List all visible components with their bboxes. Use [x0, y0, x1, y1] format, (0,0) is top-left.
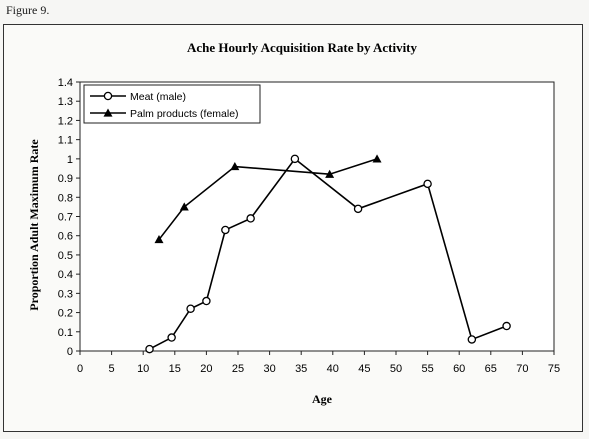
chart-title: Ache Hourly Acquisition Rate by Activity [187, 40, 418, 55]
series-meat-point [202, 296, 211, 306]
series-meat-point [502, 321, 511, 331]
x-tick-label: 45 [358, 363, 370, 375]
series-palm-point [372, 154, 382, 163]
legend-marker-palm [103, 108, 113, 117]
series-meat-point [186, 304, 195, 313]
series-palm [154, 154, 382, 244]
x-tick-label: 25 [232, 363, 244, 375]
y-tick-label: 0.7 [58, 212, 73, 224]
series-palm-point [230, 162, 240, 171]
x-tick-label: 50 [390, 363, 402, 375]
y-tick-label: 0.5 [58, 250, 73, 262]
y-tick-label: 1.1 [58, 135, 73, 147]
plot-border [79, 81, 555, 352]
series-meat-point [167, 333, 176, 342]
y-tick-label: 0.3 [58, 288, 73, 300]
legend-box [83, 84, 261, 124]
y-tick-label: 1.4 [58, 77, 73, 89]
x-tick-label: 60 [453, 363, 465, 375]
legend-label-palm: Palm products (female) [130, 108, 239, 120]
y-tick-label: 0.8 [58, 192, 73, 204]
y-tick-label: 0.6 [58, 231, 73, 243]
series-meat [145, 154, 511, 354]
x-tick-label: 65 [485, 363, 497, 375]
y-tick-label: 1.3 [58, 96, 73, 108]
x-tick-label: 55 [421, 363, 433, 375]
series-meat-point [246, 214, 255, 223]
x-tick-label: 75 [548, 363, 560, 375]
figure-label: Figure 9. [6, 3, 50, 17]
x-tick-label: 0 [77, 363, 83, 375]
x-tick-label: 70 [516, 363, 528, 375]
series-meat-point [467, 335, 477, 344]
line-chart: Ache Hourly Acquisition Rate by Activity… [27, 40, 560, 406]
series-layer [145, 154, 511, 354]
series-palm-point [179, 202, 189, 211]
axes: 0 0.1 0.2 0.3 0.4 0.5 0.6 0.7 0.8 0.9 1 1.1 1.2 1.3 1.… [58, 77, 560, 375]
y-tick-label: 0.4 [58, 269, 73, 281]
x-tick-label: 15 [169, 363, 181, 375]
x-axis-title: Age [312, 392, 333, 406]
y-tick-label: 1.2 [58, 115, 73, 127]
x-tick-label: 35 [295, 363, 307, 375]
y-tick-label: 0.1 [58, 327, 73, 339]
series-meat-point [145, 344, 154, 354]
series-meat-point [353, 204, 363, 214]
y-tick-label: 0.9 [58, 173, 73, 185]
plot-area [79, 81, 555, 352]
y-axis-title: Proportion Adult Maximum Rate [27, 139, 41, 311]
legend-label-meat: Meat (male) [130, 91, 186, 103]
x-tick-label: 10 [137, 363, 149, 375]
x-tick-label: 20 [200, 363, 212, 375]
x-tick-label: 40 [327, 363, 339, 375]
y-tick-label: 0.2 [58, 308, 73, 320]
series-meat-point [221, 225, 230, 235]
x-tick-label: 30 [263, 363, 275, 375]
series-palm-point [154, 235, 164, 244]
series-palm-point [325, 169, 335, 178]
y-tick-label: 1 [67, 154, 73, 166]
legend: Meat (male) Palm products (female) [83, 84, 261, 124]
legend-marker-meat [103, 91, 113, 101]
x-tick-label: 5 [109, 363, 115, 375]
series-meat-point [423, 179, 432, 189]
y-tick-label: 0 [67, 346, 73, 358]
chart-frame: Ache Hourly Acquisition Rate by Activity… [3, 24, 583, 432]
series-meat-point [290, 154, 300, 164]
